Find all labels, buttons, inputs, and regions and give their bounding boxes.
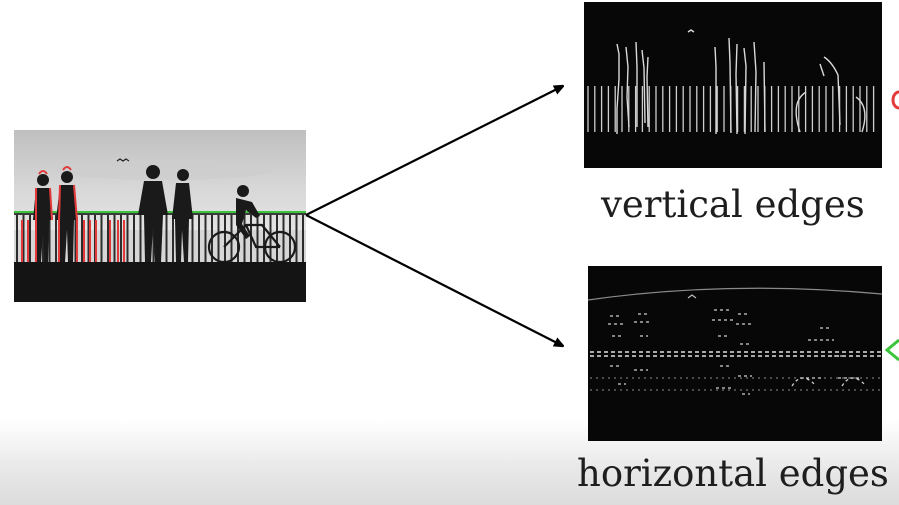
vertical-edge-figures [616,29,866,137]
railing-post [256,214,259,262]
bird-icon [116,158,130,162]
vertical-marker-outlines [35,166,78,262]
source-photo-graphic [14,130,306,302]
ground [14,262,306,302]
vertical-edges-caption: vertical edges [601,183,865,226]
railing-post [243,214,246,262]
vertical-edges-graphic [584,2,882,168]
railing-post [139,214,142,262]
horizontal-marker-glyph [884,338,899,362]
faint-horizontal-lines [590,377,882,391]
railing-post [172,214,174,262]
railing-post [237,214,239,262]
railing-post [133,214,135,262]
railing-post [269,214,272,262]
horizon-edge [588,287,882,301]
railing-post [217,214,220,262]
railing-post [16,214,18,262]
vertical-edges-panel [584,2,882,168]
arrow-to-vertical [305,86,563,216]
vertical-marker-posts [21,220,125,262]
horizontal-edge-figures [608,309,867,395]
railing-post [302,214,304,262]
arrow-to-horizontal [305,214,563,346]
railing-post [100,214,103,262]
vertical-edge-lines [587,86,875,132]
railing-post [152,214,155,262]
railing-post [55,214,57,262]
railing-post [263,214,265,262]
railing-post [81,214,83,262]
bird-edge [687,294,697,299]
railing-post [29,214,31,262]
railing-post [276,214,278,262]
railing-post [42,214,44,262]
railing-post [191,214,194,262]
railing-post [107,214,109,262]
horizontal-edges-caption: horizontal edges [577,452,889,495]
railing-post [204,214,207,262]
horizontal-edges-graphic [588,266,882,441]
people-silhouettes [33,165,260,262]
railing-post [120,214,122,262]
railing-post [126,214,129,262]
railing-post [295,214,298,262]
cloud [54,160,274,180]
railing-post [198,214,200,262]
railing-post [74,214,77,262]
railing-post [282,214,285,262]
railing-post [165,214,168,262]
railing-post [22,214,25,262]
railing-post [113,214,116,262]
railing-post [224,214,226,262]
source-photo [14,130,306,302]
railing-post [48,214,51,262]
railing-post [87,214,90,262]
railing-post [289,214,291,262]
vertical-marker-glyph [891,90,899,110]
horizontal-edges-panel [588,266,882,441]
